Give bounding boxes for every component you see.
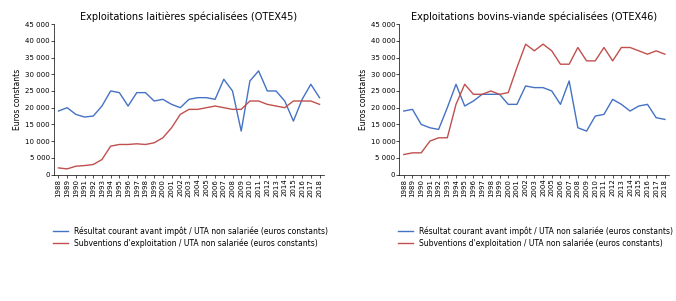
Y-axis label: Euros constants: Euros constants xyxy=(359,69,368,130)
Legend: Résultat courant avant impôt / UTA non salariée (euros constants), Subventions d: Résultat courant avant impôt / UTA non s… xyxy=(53,227,328,248)
Y-axis label: Euros constants: Euros constants xyxy=(14,69,22,130)
Title: Exploitations laitières spécialisées (OTEX45): Exploitations laitières spécialisées (OT… xyxy=(80,11,297,22)
Legend: Résultat courant avant impôt / UTA non salariée (euros constants), Subventions d: Résultat courant avant impôt / UTA non s… xyxy=(398,227,673,248)
Title: Exploitations bovins-viande spécialisées (OTEX46): Exploitations bovins-viande spécialisées… xyxy=(411,11,657,22)
